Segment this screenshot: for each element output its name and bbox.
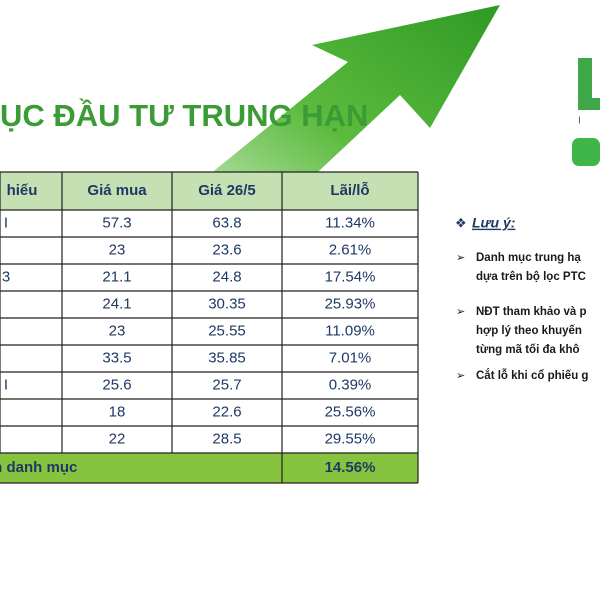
cell: 33.5 [102, 349, 131, 366]
row-bg [0, 318, 418, 345]
note-arrow: ➢ [456, 370, 465, 382]
column-header: Giá mua [87, 182, 147, 199]
cell: 17.54% [325, 268, 376, 285]
row-bg [0, 291, 418, 318]
note-line: từng mã tối đa khô [476, 344, 580, 356]
column-header: Lãi/lỗ [330, 182, 369, 199]
cell: 2.61% [329, 241, 372, 258]
cell: 18 [109, 403, 126, 420]
note-bullet: ❖ [455, 215, 467, 230]
note-line: hợp lý theo khuyến [476, 325, 582, 337]
note-arrow: ➢ [456, 306, 465, 318]
code-cell: 3 [2, 268, 10, 285]
cell: 7.01% [329, 349, 372, 366]
row-bg [0, 426, 418, 453]
cell: 22.6 [212, 403, 241, 420]
cell: 28.5 [212, 430, 241, 447]
phone-icon [572, 138, 600, 166]
cell: 57.3 [102, 214, 131, 231]
cell: 23 [109, 322, 126, 339]
cell: 25.55 [208, 322, 246, 339]
note-line: dựa trên bộ lọc PTC [476, 271, 586, 283]
note-line: NĐT tham khảo và p [476, 306, 587, 318]
cell: 23.6 [212, 241, 241, 258]
note-line: Danh mục trung hạ [476, 252, 581, 264]
cell: 25.93% [325, 295, 376, 312]
cell: 25.6 [102, 376, 131, 393]
cell: 22 [109, 430, 126, 447]
row-bg [0, 345, 418, 372]
cell: 11.34% [325, 214, 375, 231]
row-bg [0, 237, 418, 264]
cell: 25.56% [325, 403, 376, 420]
cell: 63.8 [212, 214, 241, 231]
row-bg [0, 210, 418, 237]
column-header: Giá 26/5 [198, 182, 256, 199]
note-heading: Lưu ý: [472, 215, 515, 231]
note-arrow: ➢ [456, 252, 465, 264]
cell: 35.85 [208, 349, 246, 366]
table: hiếu Giá mua Giá 26/5 Lãi/lỗ I 57.3 63.8 11.34%… [0, 171, 419, 484]
cell: 29.55% [325, 430, 376, 447]
logo [578, 58, 600, 110]
row-bg [0, 372, 418, 399]
title: ỤC ĐẦU TƯ TRUNG HẠN [0, 98, 368, 133]
cell: 11.09% [325, 322, 375, 339]
cell: 21.1 [102, 268, 131, 285]
header-bg [0, 172, 418, 210]
cell: 24.1 [102, 295, 131, 312]
column-header: hiếu [7, 182, 38, 199]
footer-label: quân toàn danh mục [0, 459, 77, 476]
cell: 30.35 [208, 295, 246, 312]
note-line: Cắt lỗ khi cổ phiếu g [476, 369, 588, 382]
cell: 23 [109, 241, 126, 258]
row-bg [0, 399, 418, 426]
code-cell: I [4, 376, 8, 393]
footer-bg [0, 453, 418, 483]
cell: 0.39% [329, 376, 372, 393]
notes: ❖ Lưu ý: ➢ Danh mục trung hạ dựa trên bộ lọc… [455, 215, 588, 382]
code-cell: I [4, 214, 8, 231]
footer-value: 14.56% [325, 459, 376, 476]
logo-sub: I N [578, 116, 600, 127]
cell: 25.7 [212, 376, 241, 393]
row-bg [0, 264, 418, 291]
cell: 24.8 [212, 268, 241, 285]
